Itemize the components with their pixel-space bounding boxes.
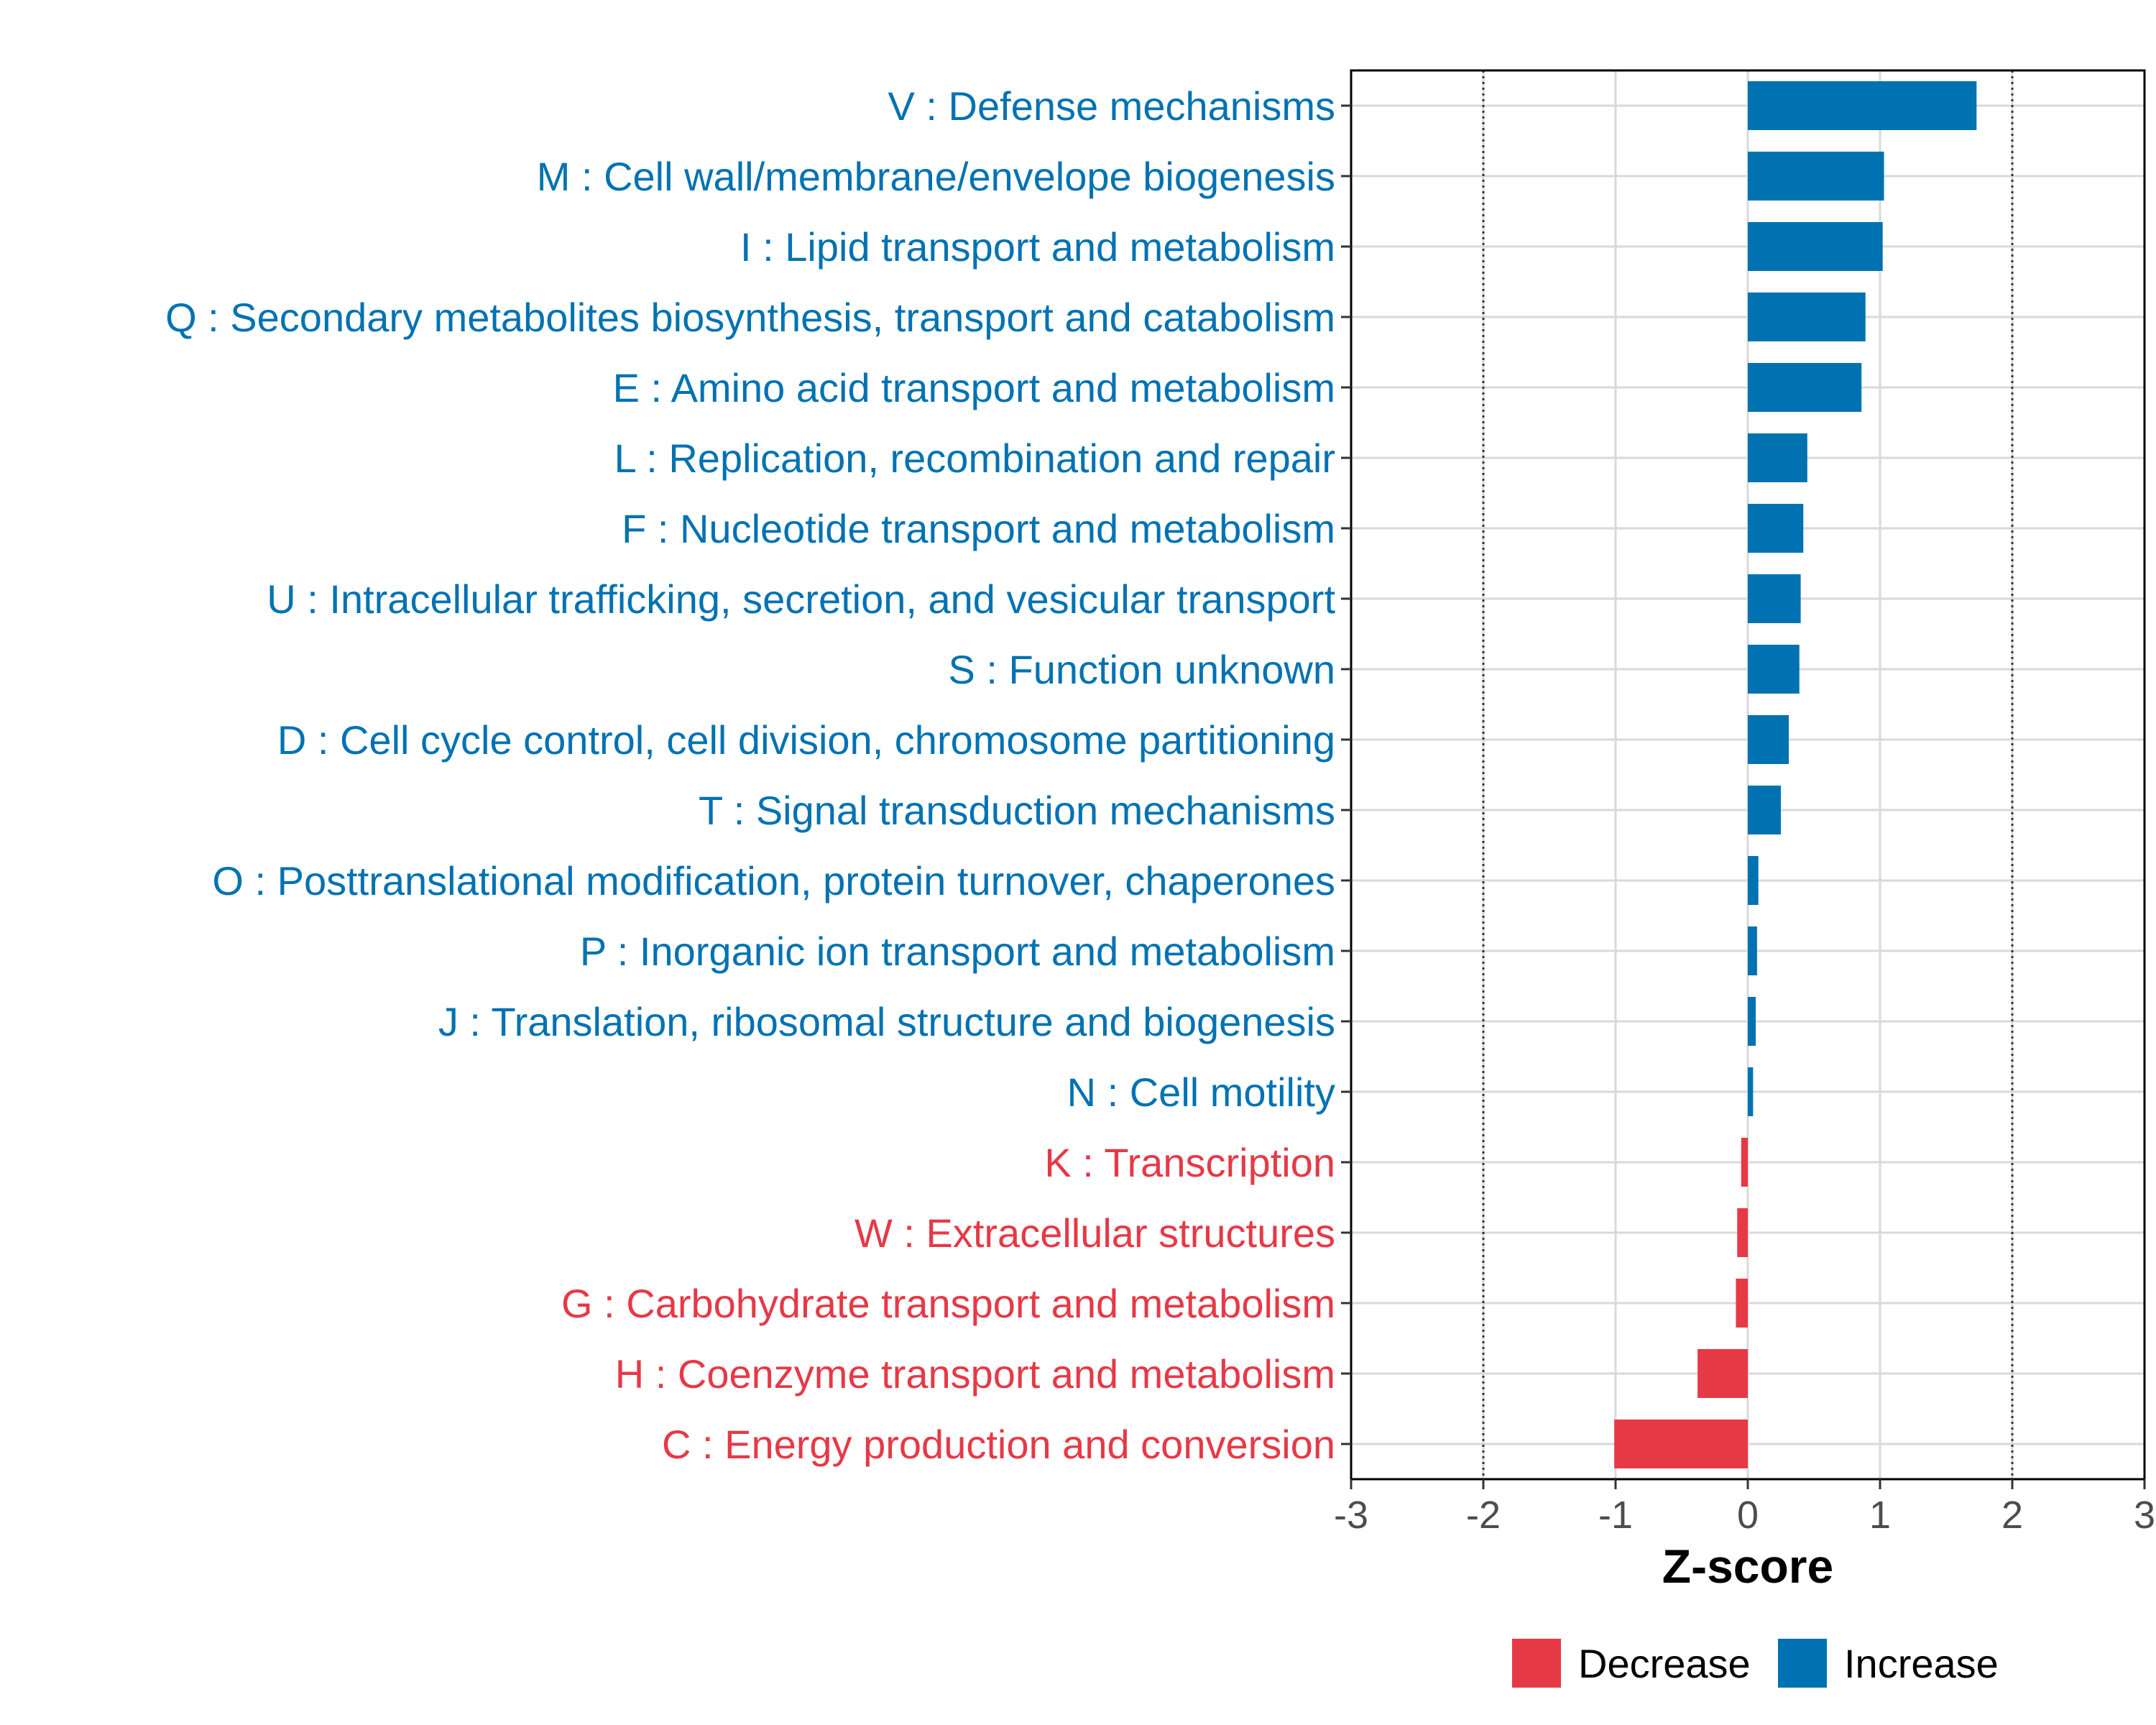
category-label: F : Nucleotide transport and metabolism xyxy=(622,506,1335,551)
category-label: H : Coenzyme transport and metabolism xyxy=(615,1351,1335,1397)
category-label: P : Inorganic ion transport and metaboli… xyxy=(580,929,1335,974)
x-axis-title: Z-score xyxy=(1662,1540,1833,1593)
legend: Decrease Increase xyxy=(1512,1639,1999,1688)
category-label: Q : Secondary metabolites biosynthesis, … xyxy=(165,295,1335,340)
legend-label-increase: Increase xyxy=(1844,1641,1999,1686)
bar xyxy=(1748,433,1807,482)
bar xyxy=(1748,152,1884,201)
bar xyxy=(1614,1420,1748,1468)
legend-swatch-decrease xyxy=(1512,1639,1561,1688)
bar xyxy=(1748,222,1883,271)
category-label: D : Cell cycle control, cell division, c… xyxy=(277,717,1335,763)
category-label: K : Transcription xyxy=(1044,1140,1335,1185)
legend-label-decrease: Decrease xyxy=(1578,1641,1751,1686)
category-label: V : Defense mechanisms xyxy=(888,83,1335,129)
category-label: M : Cell wall/membrane/envelope biogenes… xyxy=(537,154,1335,199)
category-label: G : Carbohydrate transport and metabolis… xyxy=(561,1281,1335,1326)
bar xyxy=(1748,363,1862,412)
bar xyxy=(1748,997,1756,1046)
grid-lines xyxy=(1350,70,2146,1479)
bar xyxy=(1748,786,1781,834)
category-labels: V : Defense mechanisms M : Cell wall/memb… xyxy=(165,83,1335,1467)
legend-swatch-increase xyxy=(1778,1639,1827,1688)
category-label: E : Amino acid transport and metabolism xyxy=(613,365,1335,410)
category-label: S : Function unknown xyxy=(948,647,1335,692)
bar xyxy=(1748,574,1801,623)
bar xyxy=(1748,1067,1754,1116)
category-label: J : Translation, ribosomal structure and… xyxy=(438,999,1335,1044)
category-label: U : Intracellular trafficking, secretion… xyxy=(267,576,1335,622)
bar xyxy=(1748,856,1759,905)
bar xyxy=(1748,926,1757,975)
y-axis-ticks xyxy=(1341,104,1351,1445)
category-label: L : Replication, recombination and repai… xyxy=(614,436,1335,481)
x-axis-ticks: -3 -2 -1 0 1 2 3 xyxy=(1334,1479,2155,1537)
category-label: O : Posttranslational modification, prot… xyxy=(212,858,1335,903)
bar xyxy=(1736,1279,1748,1328)
category-label: W : Extracellular structures xyxy=(854,1210,1335,1256)
category-label: T : Signal transduction mechanisms xyxy=(699,788,1335,833)
x-tick-label: 2 xyxy=(2001,1494,2023,1537)
x-tick-label: 0 xyxy=(1737,1494,1759,1537)
bar xyxy=(1741,1138,1748,1187)
x-tick-label: 3 xyxy=(2134,1494,2155,1537)
bars xyxy=(1614,81,1977,1468)
x-tick-label: -1 xyxy=(1598,1494,1633,1537)
x-tick-label: -3 xyxy=(1334,1494,1368,1537)
category-label: I : Lipid transport and metabolism xyxy=(740,224,1335,270)
x-tick-label: 1 xyxy=(1869,1494,1891,1537)
bar xyxy=(1737,1208,1748,1257)
bar xyxy=(1748,81,1977,130)
category-label: C : Energy production and conversion xyxy=(662,1422,1335,1467)
category-label: N : Cell motility xyxy=(1067,1070,1335,1115)
bar xyxy=(1748,504,1804,553)
bar xyxy=(1748,715,1789,764)
bar xyxy=(1697,1349,1748,1398)
bar xyxy=(1748,645,1800,694)
bar xyxy=(1748,293,1866,341)
x-tick-label: -2 xyxy=(1466,1494,1501,1537)
